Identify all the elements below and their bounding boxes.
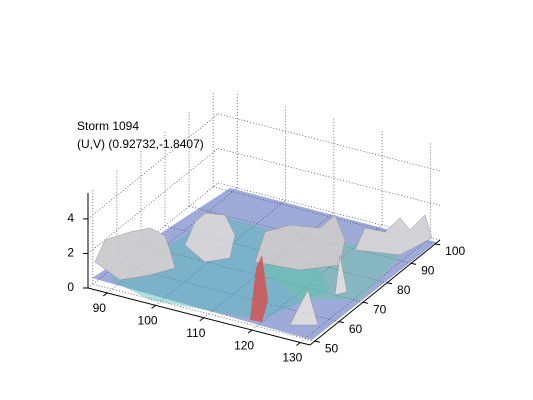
x-tick-label: 100 xyxy=(138,314,158,328)
y-tick-label: 90 xyxy=(421,264,435,278)
tick-mark xyxy=(338,321,344,324)
y-tick-label: 80 xyxy=(397,283,411,297)
tick-mark xyxy=(199,317,205,322)
grid-line xyxy=(87,113,219,220)
surface-peak xyxy=(94,227,176,281)
surface xyxy=(92,188,436,340)
y-tick-label: 50 xyxy=(325,341,339,355)
grid-line xyxy=(203,212,335,319)
tick-mark xyxy=(314,340,320,343)
x-tick-label: 120 xyxy=(234,338,254,352)
surface-peak xyxy=(184,212,236,263)
x-tick-label: 130 xyxy=(282,351,302,365)
x-tick-label: 90 xyxy=(93,301,107,315)
tick-mark xyxy=(362,301,369,304)
surface-peak xyxy=(334,254,348,296)
z-tick-label: 2 xyxy=(67,246,74,260)
grid-line xyxy=(217,148,441,206)
grid-line xyxy=(251,224,383,331)
tick-mark xyxy=(247,329,253,334)
grid-line xyxy=(217,182,441,241)
tick-mark xyxy=(103,292,108,297)
y-tick-label: 60 xyxy=(349,322,363,336)
y-axis xyxy=(309,239,441,346)
surface-peak xyxy=(250,255,268,322)
tick-mark xyxy=(386,282,393,285)
surface-peak xyxy=(354,214,433,256)
tick-mark xyxy=(296,342,301,346)
tick-mark xyxy=(435,243,441,246)
grid-line xyxy=(116,264,339,323)
grid-line xyxy=(140,244,364,303)
tick-mark xyxy=(151,304,156,309)
chart-subtitle: (U,V) (0.92732,-1.8407) xyxy=(77,137,204,151)
surface-peak xyxy=(289,289,319,326)
surface-peak xyxy=(254,214,346,271)
z-tick-label: 4 xyxy=(67,211,74,225)
z-tick-label: 0 xyxy=(67,280,74,294)
x-tick-label: 110 xyxy=(186,326,205,340)
grid-line xyxy=(92,283,315,342)
grid-line xyxy=(300,237,431,343)
grid-line xyxy=(213,186,436,245)
y-tick-label: 100 xyxy=(445,244,465,258)
grid-line xyxy=(155,200,286,306)
x-axis xyxy=(87,287,311,346)
grid-line xyxy=(217,113,441,172)
surface-floor xyxy=(92,188,436,340)
y-tick-label: 70 xyxy=(373,302,387,316)
grid-line xyxy=(87,148,219,254)
tick-mark xyxy=(411,262,417,265)
axes: 90 100 110 120 130 50 60 70 80 90 100 0 2 4 xyxy=(67,193,466,365)
chart-title: Storm 1094 xyxy=(77,119,139,133)
